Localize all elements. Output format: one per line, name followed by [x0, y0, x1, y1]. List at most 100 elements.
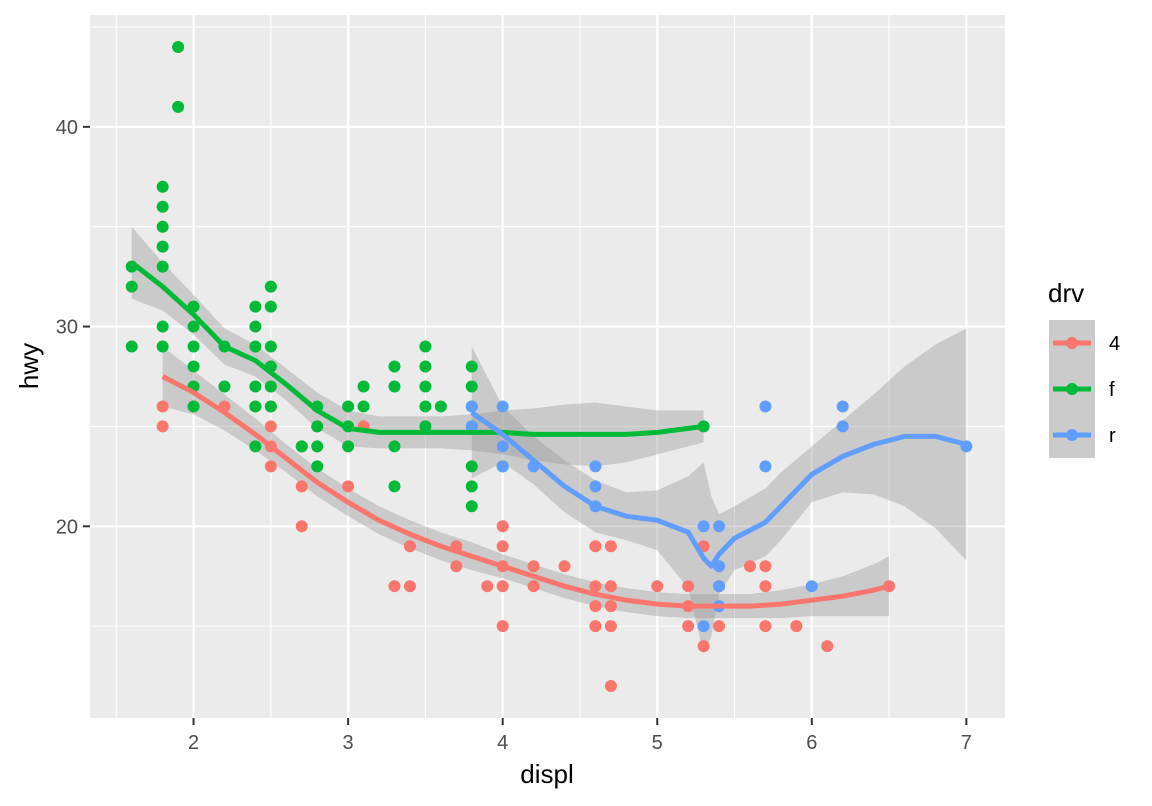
point-drv-r [759, 400, 772, 413]
point-drv-4 [743, 560, 756, 573]
point-drv-4 [295, 520, 308, 533]
point-drv-f [419, 340, 432, 353]
data-points [125, 40, 973, 693]
point-drv-4 [496, 580, 509, 593]
point-drv-f [249, 320, 262, 333]
point-drv-f [125, 280, 138, 293]
point-drv-f [434, 400, 447, 413]
point-drv-f [156, 260, 169, 273]
point-drv-4 [403, 580, 416, 593]
point-drv-4 [450, 560, 463, 573]
point-drv-4 [790, 620, 803, 633]
point-drv-f [156, 200, 169, 213]
point-drv-f [249, 380, 262, 393]
point-drv-r [697, 520, 710, 533]
point-drv-f [264, 380, 277, 393]
point-drv-4 [682, 620, 695, 633]
confidence-ribbon-4 [162, 346, 890, 619]
point-drv-r [713, 580, 726, 593]
point-drv-4 [604, 540, 617, 553]
point-drv-f [311, 420, 324, 433]
point-drv-4 [264, 460, 277, 473]
point-drv-r [805, 580, 818, 593]
x-tick-label: 7 [961, 732, 972, 754]
point-drv-4 [604, 580, 617, 593]
point-drv-f [264, 300, 277, 313]
point-drv-f [156, 220, 169, 233]
x-tick-label: 4 [497, 732, 508, 754]
point-drv-f [249, 300, 262, 313]
legend-title: drv [1048, 278, 1084, 308]
point-drv-4 [527, 560, 540, 573]
point-drv-f [357, 380, 370, 393]
point-drv-f [465, 500, 478, 513]
point-drv-4 [481, 580, 494, 593]
point-drv-r [589, 460, 602, 473]
legend-keys: 4 f r [1049, 320, 1120, 458]
smooth-line-4 [161, 374, 890, 609]
point-drv-4 [604, 680, 617, 693]
point-drv-f [388, 380, 401, 393]
plot-panel [90, 15, 1005, 718]
point-drv-4 [589, 580, 602, 593]
point-drv-4 [295, 480, 308, 493]
smooth-line-f [130, 260, 704, 437]
point-drv-f [172, 40, 185, 53]
point-drv-f [249, 340, 262, 353]
x-tick-label: 5 [652, 732, 663, 754]
y-tick-label: 20 [56, 516, 78, 538]
point-drv-r [496, 400, 509, 413]
axes: 2 3 4 5 6 7 20 30 40 [56, 117, 972, 754]
point-drv-f [465, 380, 478, 393]
point-drv-f [249, 440, 262, 453]
x-tick-label: 6 [806, 732, 817, 754]
point-drv-4 [496, 520, 509, 533]
point-drv-r [496, 460, 509, 473]
point-drv-f [264, 280, 277, 293]
point-drv-f [357, 400, 370, 413]
point-drv-4 [759, 580, 772, 593]
point-drv-4 [821, 640, 834, 653]
point-drv-f [187, 320, 200, 333]
point-drv-4 [697, 640, 710, 653]
point-drv-4 [759, 620, 772, 633]
legend-label-4: 4 [1109, 333, 1120, 355]
point-drv-f [187, 400, 200, 413]
point-drv-4 [558, 560, 571, 573]
y-axis-title: hwy [14, 343, 44, 389]
point-drv-4 [403, 540, 416, 553]
point-drv-f [419, 420, 432, 433]
point-drv-f [156, 240, 169, 253]
point-drv-f [311, 440, 324, 453]
point-drv-f [342, 400, 355, 413]
point-drv-4 [682, 580, 695, 593]
point-drv-4 [496, 540, 509, 553]
legend: drv 4 f r [1048, 278, 1120, 458]
point-drv-f [264, 400, 277, 413]
point-drv-r [465, 400, 478, 413]
point-drv-f [419, 400, 432, 413]
legend-label-f: f [1109, 379, 1115, 401]
point-drv-f [465, 360, 478, 373]
point-drv-f [156, 180, 169, 193]
point-drv-f [172, 100, 185, 113]
point-drv-r [589, 480, 602, 493]
point-drv-4 [156, 400, 169, 413]
legend-label-r: r [1109, 425, 1116, 447]
legend-point-r [1066, 429, 1078, 441]
smooth-line-r [470, 410, 967, 569]
point-drv-r [713, 520, 726, 533]
point-drv-f [419, 360, 432, 373]
point-drv-4 [342, 480, 355, 493]
x-axis-title: displ [520, 759, 573, 789]
y-tick-label: 30 [56, 317, 78, 339]
point-drv-4 [496, 620, 509, 633]
point-drv-4 [713, 620, 726, 633]
point-drv-f [125, 340, 138, 353]
point-drv-4 [651, 580, 664, 593]
point-drv-4 [604, 600, 617, 613]
point-drv-f [249, 400, 262, 413]
point-drv-f [156, 340, 169, 353]
point-drv-f [295, 440, 308, 453]
